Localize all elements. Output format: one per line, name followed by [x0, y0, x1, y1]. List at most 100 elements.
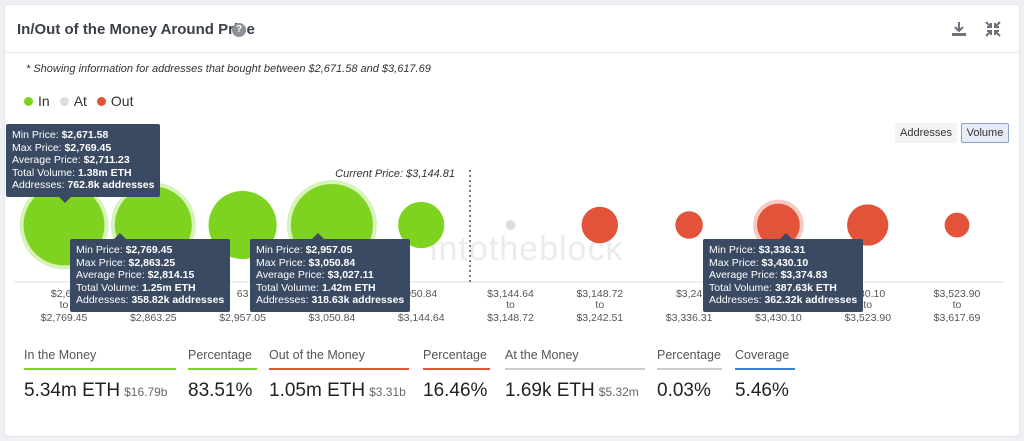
collapse-icon[interactable]: [983, 19, 1003, 39]
x-tick-label: $3,617.69: [934, 312, 981, 324]
x-tick-label: $3,148.72: [487, 312, 534, 324]
legend-label: Out: [110, 93, 134, 109]
stat-value: 0.03%: [657, 380, 711, 401]
stat-2: Out of the Money 1.05m ETH $3.31b: [269, 348, 409, 402]
stat-value: 83.51%: [188, 380, 253, 401]
tooltip-row: Average Price: $3,027.11: [256, 269, 374, 281]
tooltip-row: Min Price: $2,769.45: [76, 244, 173, 256]
legend-label: At: [73, 93, 87, 109]
stat-1: Percentage 83.51%: [188, 348, 257, 402]
stat-label: At the Money: [505, 348, 645, 370]
stat-usd-value: $5.32m: [598, 385, 639, 399]
legend-dot: [59, 96, 69, 106]
x-tick-label: $2,957.05: [219, 312, 266, 324]
x-tick-label: $3,430.10: [755, 312, 802, 324]
tooltip-row: Max Price: $2,863.25: [76, 256, 176, 269]
stat-label: Percentage: [188, 348, 257, 370]
stat-usd-value: $16.79b: [124, 385, 168, 399]
tooltip-row: Min Price: $3,336.31: [709, 244, 806, 256]
download-icon[interactable]: [949, 19, 969, 39]
x-tick-label: $3,24: [676, 288, 702, 300]
page-title: In/Out of the Money Around Price: [17, 21, 255, 38]
tooltip: Min Price: $3,336.31 Max Price: $3,430.10…: [703, 233, 864, 312]
legend-item-at[interactable]: At: [59, 93, 87, 109]
stat-value: 16.46%: [423, 380, 488, 401]
tooltip-row: Max Price: $3,050.84: [256, 256, 356, 269]
bubble-out[interactable]: [675, 211, 703, 239]
tooltip-row: Total Volume: 387.63k ETH: [709, 281, 837, 294]
tooltip-arrow: [780, 233, 792, 239]
tooltip-arrow: [59, 196, 71, 203]
x-tick-label: 050.84: [405, 288, 437, 300]
legend: In At Out: [24, 92, 144, 110]
tooltip-row: Max Price: $3,430.10: [709, 256, 809, 269]
stat-label: Out of the Money: [269, 348, 409, 370]
current-price-label: Current Price: $3,144.81: [335, 168, 455, 180]
x-tick-label: $3,336.31: [666, 312, 713, 324]
stat-label: Coverage: [735, 348, 795, 370]
legend-dot: [24, 96, 33, 106]
stat-6: Coverage 5.46%: [735, 348, 795, 402]
tooltip-row: Average Price: $2,711.23: [12, 154, 130, 166]
addresses-toggle[interactable]: Addresses: [895, 123, 957, 143]
x-tick-label: $2,863.25: [130, 312, 177, 324]
x-tick-label: to: [60, 299, 69, 311]
chart-note: * Showing information for addresses that…: [26, 63, 431, 75]
stat-0: In the Money 5.34m ETH $16.79b: [24, 348, 176, 402]
stat-5: Percentage 0.03%: [657, 348, 722, 402]
legend-dot: [96, 96, 106, 106]
stat-label: Percentage: [423, 348, 490, 370]
tooltip: Min Price: $2,671.58 Max Price: $2,769.45…: [6, 124, 161, 203]
stat-label: In the Money: [24, 348, 176, 370]
x-tick-label: to: [953, 299, 962, 311]
tooltip-row: Total Volume: 1.42m ETH: [256, 281, 376, 294]
x-tick-label: $3,148.72: [576, 288, 623, 300]
stat-value: 1.69k ETH $5.32m: [505, 380, 639, 401]
bubble-out[interactable]: [944, 212, 970, 238]
tooltip-row: Addresses: 358.82k addresses: [76, 294, 225, 306]
tooltip-row: Addresses: 762.8k addresses: [12, 179, 155, 191]
bubble-at[interactable]: [505, 220, 516, 230]
x-tick-label: $2,769.45: [41, 312, 88, 324]
x-tick-label: $3,523.90: [844, 312, 891, 324]
stat-label: Percentage: [657, 348, 722, 370]
x-tick-label: $3,050.84: [309, 312, 356, 324]
tooltip-row: Min Price: $2,671.58: [12, 129, 109, 141]
card-header: In/Out of the Money Around Price ?: [5, 5, 1019, 53]
x-tick-label: 63: [237, 288, 249, 300]
bubble-out[interactable]: [581, 206, 619, 244]
stat-value: 1.05m ETH $3.31b: [269, 380, 406, 401]
bubble-in[interactable]: [398, 201, 445, 249]
x-tick-label: to: [595, 299, 604, 311]
x-tick-label: $3,144.64: [398, 312, 445, 324]
question-circle-icon[interactable]: ?: [232, 23, 246, 37]
x-tick-label: to: [863, 299, 872, 311]
stat-usd-value: $3.31b: [369, 385, 406, 399]
legend-item-out[interactable]: Out: [96, 93, 134, 109]
tooltip-arrow: [312, 233, 324, 239]
x-tick-label: $3,144.64: [487, 288, 534, 300]
stats-row: In the Money 5.34m ETH $16.79b Percentage 83…: [0, 348, 1024, 418]
tooltip-row: Addresses: 318.63k addresses: [256, 294, 405, 306]
tooltip-row: Total Volume: 1.38m ETH: [12, 166, 132, 179]
x-tick-label: $3,523.90: [934, 288, 981, 300]
tooltip-row: Total Volume: 1.25m ETH: [76, 281, 196, 294]
volume-toggle[interactable]: Volume: [961, 123, 1009, 143]
tooltip: Min Price: $2,957.05 Max Price: $3,050.84…: [250, 233, 411, 312]
stat-value: 5.34m ETH $16.79b: [24, 380, 168, 401]
tooltip-row: Min Price: $2,957.05: [256, 244, 353, 256]
legend-label: In: [38, 93, 50, 109]
x-tick-label: $3,242.51: [576, 312, 623, 324]
tooltip-row: Max Price: $2,769.45: [12, 141, 112, 154]
bubble-out[interactable]: [847, 204, 889, 246]
tooltip-row: Average Price: $2,814.15: [76, 269, 195, 281]
x-tick-label: to: [506, 299, 515, 311]
tooltip-row: Addresses: 362.32k addresses: [709, 294, 858, 306]
stat-value: 5.46%: [735, 380, 789, 401]
stat-3: Percentage 16.46%: [423, 348, 490, 402]
legend-item-in[interactable]: In: [24, 93, 50, 109]
tooltip-row: Average Price: $3,374.83: [709, 269, 828, 281]
tooltip-arrow: [114, 233, 126, 239]
tooltip: Min Price: $2,769.45 Max Price: $2,863.25…: [70, 233, 231, 312]
stat-4: At the Money 1.69k ETH $5.32m: [505, 348, 645, 402]
